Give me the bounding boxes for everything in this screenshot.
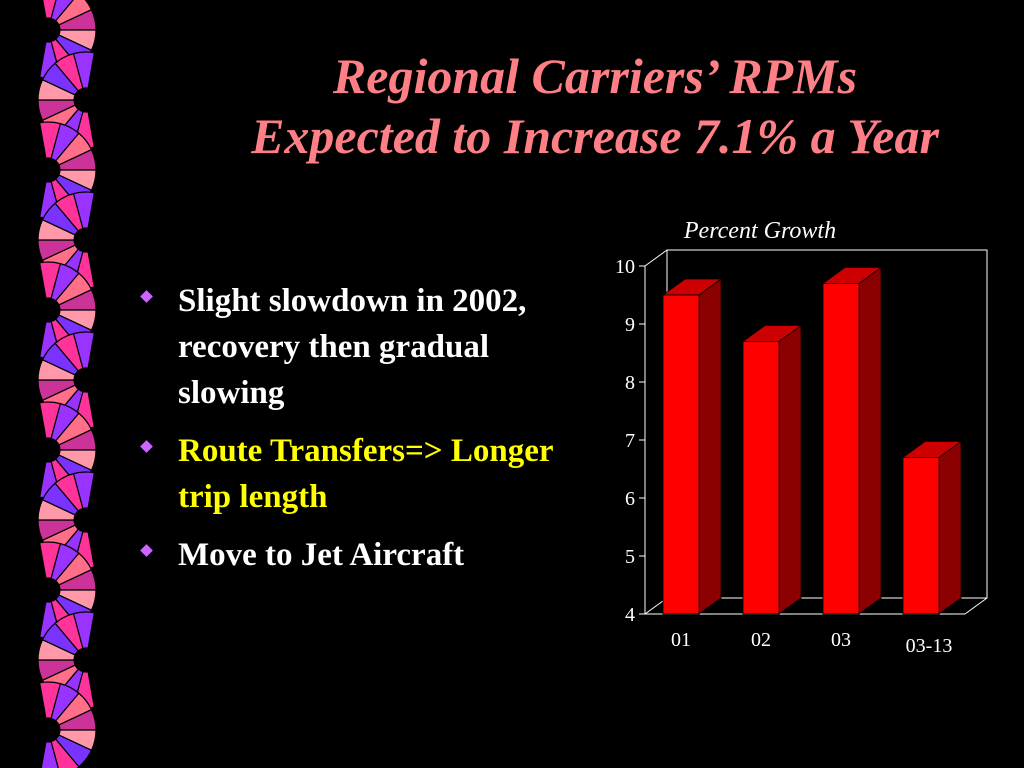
- bar-side: [778, 324, 802, 615]
- bar: [741, 324, 803, 615]
- bar-side: [698, 278, 722, 615]
- bar-front: [662, 294, 700, 615]
- bullet-item: Route Transfers=> Longer trip length: [140, 428, 560, 520]
- y-tick-label: 9: [625, 314, 635, 336]
- x-tick-label: 01: [671, 629, 691, 651]
- y-tick-label: 10: [615, 256, 635, 278]
- bar-front: [822, 283, 860, 615]
- diamond-bullet-icon: [140, 290, 153, 303]
- slide-title: Regional Carriers’ RPMs Expected to Incr…: [130, 46, 1024, 166]
- chart-title: Percent Growth: [683, 218, 836, 244]
- bar-side: [858, 266, 882, 615]
- x-tick-label: 03: [831, 629, 851, 651]
- bullet-item: Slight slowdown in 2002, recovery then g…: [140, 278, 560, 416]
- growth-bar-chart: Percent Growth 4 5 6 7 8 9 10 01 02 03 03-13: [615, 218, 988, 657]
- y-tick-label: 4: [625, 604, 635, 626]
- bullet-text: Slight slowdown in 2002, recovery then g…: [178, 283, 527, 411]
- bar: [821, 266, 883, 615]
- title-line-1: Regional Carriers’ RPMs: [332, 48, 858, 104]
- bar-side: [938, 440, 962, 615]
- y-tick-label: 5: [625, 546, 635, 568]
- bar: [901, 440, 963, 615]
- bar-front: [902, 456, 940, 615]
- x-tick-label: 02: [751, 629, 771, 651]
- bar: [661, 278, 723, 615]
- bullet-text: Move to Jet Aircraft: [178, 537, 465, 573]
- diamond-bullet-icon: [140, 440, 153, 453]
- pinwheel-fan-icon: [38, 681, 97, 768]
- bullet-list: Slight slowdown in 2002, recovery then g…: [140, 278, 560, 590]
- y-tick-label: 8: [625, 372, 635, 394]
- y-tick-label: 6: [625, 488, 635, 510]
- y-tick-label: 7: [625, 430, 635, 452]
- pinwheel-fan-icon: [37, 611, 96, 709]
- bar-front: [742, 340, 780, 615]
- title-line-2: Expected to Increase 7.1% a Year: [251, 108, 939, 164]
- x-tick-label: 03-13: [906, 635, 953, 657]
- pinwheel-border-icon: [37, 0, 97, 768]
- bullet-text: Route Transfers=> Longer trip length: [178, 433, 553, 515]
- diamond-bullet-icon: [140, 544, 153, 557]
- bullet-item: Move to Jet Aircraft: [140, 532, 560, 578]
